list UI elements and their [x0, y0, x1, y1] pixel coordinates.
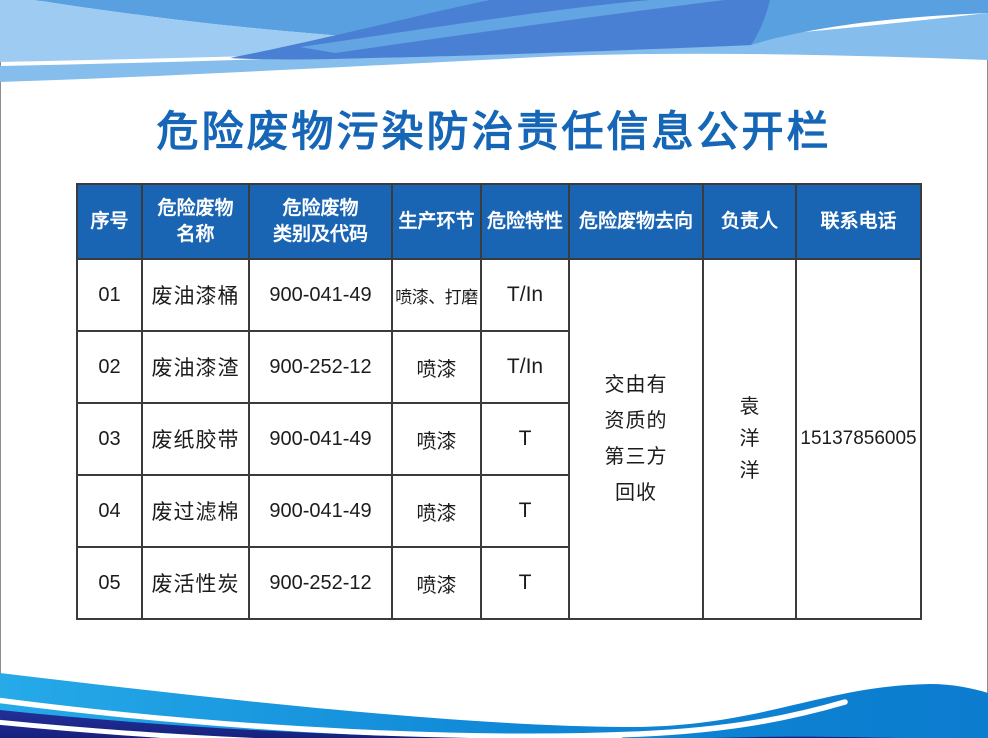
cell-hazard-property: T	[480, 546, 570, 620]
cell-destination: 交由有 资质的 第三方 回收	[568, 258, 704, 620]
wave-bright-blue	[0, 673, 988, 738]
col-header-waste-name: 危险废物 名称	[141, 183, 250, 260]
col-header-destination: 危险废物去向	[568, 183, 704, 260]
wave-white-stripe-lower	[0, 719, 623, 738]
table-row: 04 废过滤棉 900-041-49 喷漆 T	[76, 474, 921, 548]
cell-category-code: 900-041-49	[248, 258, 393, 332]
cell-phone: 15137856005	[795, 258, 922, 620]
cell-serial: 05	[76, 546, 143, 620]
cell-serial: 04	[76, 474, 143, 548]
cell-hazard-property: T/In	[480, 258, 570, 332]
cell-serial: 03	[76, 402, 143, 476]
cell-category-code: 900-041-49	[248, 474, 393, 548]
cell-category-code: 900-041-49	[248, 402, 393, 476]
cell-waste-name: 废活性炭	[141, 546, 250, 620]
cell-waste-name: 废油漆桶	[141, 258, 250, 332]
cell-serial: 02	[76, 330, 143, 404]
col-header-hazard-property: 危险特性	[480, 183, 570, 260]
person-vertical-text: 袁洋洋	[739, 396, 760, 482]
wave-navy	[0, 710, 988, 738]
table-row: 02 废油漆渣 900-252-12 喷漆 T/In	[76, 330, 921, 404]
col-header-person: 负责人	[702, 183, 797, 260]
cell-waste-name: 废油漆渣	[141, 330, 250, 404]
header-row: 序号 危险废物 名称 危险废物 类别及代码 生产环节 危险特性 危险废物去向 负…	[76, 183, 922, 260]
wave-light-band	[0, 13, 988, 82]
cell-production-stage: 喷漆	[391, 474, 482, 548]
wave-cross-sliver	[300, 0, 725, 53]
info-table: 序号 危险废物 名称 危险废物 类别及代码 生产环节 危险特性 危险废物去向 负…	[76, 183, 922, 620]
cell-hazard-property: T	[480, 474, 570, 548]
col-header-production-stage: 生产环节	[391, 183, 482, 260]
cell-category-code: 900-252-12	[248, 546, 393, 620]
cell-serial: 01	[76, 258, 143, 332]
cell-waste-name: 废过滤棉	[141, 474, 250, 548]
cell-hazard-property: T/In	[480, 330, 570, 404]
cell-hazard-property: T	[480, 402, 570, 476]
col-header-phone: 联系电话	[795, 183, 922, 260]
top-wave-decoration	[0, 0, 988, 82]
cell-waste-name: 废纸胶带	[141, 402, 250, 476]
col-header-category-code: 危险废物 类别及代码	[248, 183, 393, 260]
table-row: 01 废油漆桶 900-041-49 喷漆、打磨 T/In 交由有 资质的 第三…	[76, 258, 922, 620]
cell-person: 袁洋洋	[702, 258, 797, 620]
cell-production-stage: 喷漆	[391, 546, 482, 620]
cell-production-stage: 喷漆	[391, 330, 482, 404]
page-title: 危险废物污染防治责任信息公开栏	[156, 108, 832, 155]
wave-white-stripe-upper	[0, 697, 848, 738]
cell-production-stage: 喷漆	[391, 402, 482, 476]
table-row: 05 废活性炭 900-252-12 喷漆 T	[76, 546, 921, 620]
cell-category-code: 900-252-12	[248, 330, 393, 404]
col-header-serial: 序号	[76, 183, 143, 260]
cell-production-stage: 喷漆、打磨	[391, 258, 482, 332]
table-row: 03 废纸胶带 900-041-49 喷漆 T	[76, 402, 921, 476]
bottom-wave-decoration	[0, 673, 988, 738]
